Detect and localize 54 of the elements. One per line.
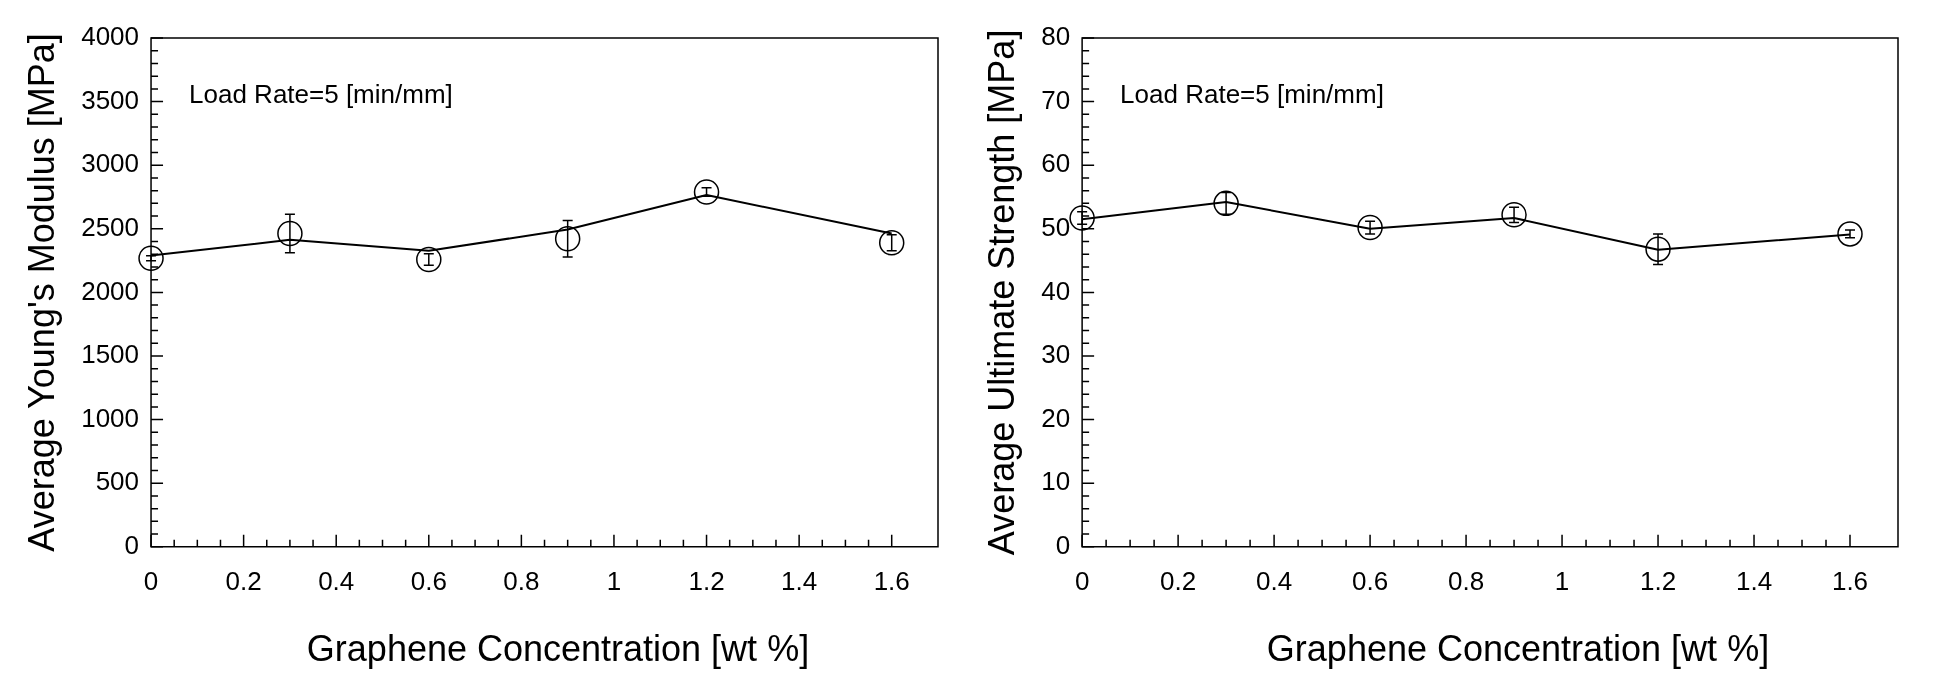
- x-axis-title: Graphene Concentration [wt %]: [1266, 628, 1770, 669]
- y-tick-label: 2000: [81, 275, 140, 306]
- x-tick-label: 0: [1074, 565, 1090, 596]
- x-tick-label: 1: [606, 565, 622, 596]
- x-tick-label: 1: [1554, 565, 1570, 596]
- x-tick-label: 1.2: [688, 565, 725, 596]
- x-tick-label: 0.4: [1256, 565, 1293, 596]
- y-tick-label: 30: [1041, 339, 1071, 370]
- y-tick-label: 10: [1041, 466, 1071, 497]
- x-tick-label: 0.2: [1160, 565, 1197, 596]
- y-tick-label: 60: [1041, 148, 1071, 179]
- y-tick-label: 1000: [81, 402, 140, 433]
- y-tick-label: 80: [1041, 21, 1071, 52]
- x-axis-title: Graphene Concentration [wt %]: [306, 628, 810, 669]
- y-axis-title: Average Ultimate Strength [MPa]: [980, 29, 1022, 556]
- point: [1645, 236, 1671, 262]
- point: [1837, 221, 1863, 247]
- y-tick-label: 0: [124, 529, 140, 560]
- y-axis-title: Average Young's Modulus [MPa]: [20, 33, 62, 552]
- point: [1357, 214, 1383, 241]
- y-tick-label: 70: [1041, 84, 1071, 115]
- y-tick-label: 40: [1041, 275, 1071, 306]
- y-tick-label: 3500: [81, 84, 140, 115]
- y-tick-label: 3000: [81, 148, 140, 179]
- point: [1069, 205, 1095, 231]
- x-tick-label: 1.4: [1735, 565, 1773, 596]
- x-tick-label: 0.8: [1447, 565, 1485, 596]
- y-tick-label: 500: [95, 466, 140, 497]
- x-tick-label: 0.2: [225, 565, 262, 596]
- x-tick-label: 0.6: [1352, 565, 1389, 596]
- point: [878, 230, 905, 256]
- annotation: Load Rate=5 [min/mm]: [1120, 79, 1384, 110]
- point: [693, 179, 720, 205]
- annotation: Load Rate=5 [min/mm]: [189, 79, 453, 110]
- x-tick-label: 0.6: [410, 565, 447, 596]
- x-tick-label: 1.6: [1831, 565, 1869, 596]
- point: [277, 220, 303, 247]
- y-tick-label: 0: [1055, 529, 1071, 560]
- y-tick-label: 50: [1041, 211, 1071, 242]
- x-tick-label: 0: [143, 565, 159, 596]
- y-tick-label: 4000: [81, 21, 140, 52]
- x-tick-label: 0.8: [503, 565, 540, 596]
- y-tick-label: 20: [1041, 402, 1071, 433]
- x-tick-label: 1.4: [781, 565, 818, 596]
- y-tick-label: 1500: [81, 339, 140, 370]
- x-tick-label: 1.2: [1639, 565, 1677, 596]
- point: [138, 245, 164, 272]
- point: [416, 246, 442, 273]
- point: [1213, 190, 1239, 217]
- x-tick-label: 1.6: [873, 565, 910, 596]
- point: [1501, 202, 1527, 228]
- point: [554, 225, 581, 252]
- x-tick-label: 0.4: [318, 565, 355, 596]
- y-tick-label: 2500: [81, 211, 140, 242]
